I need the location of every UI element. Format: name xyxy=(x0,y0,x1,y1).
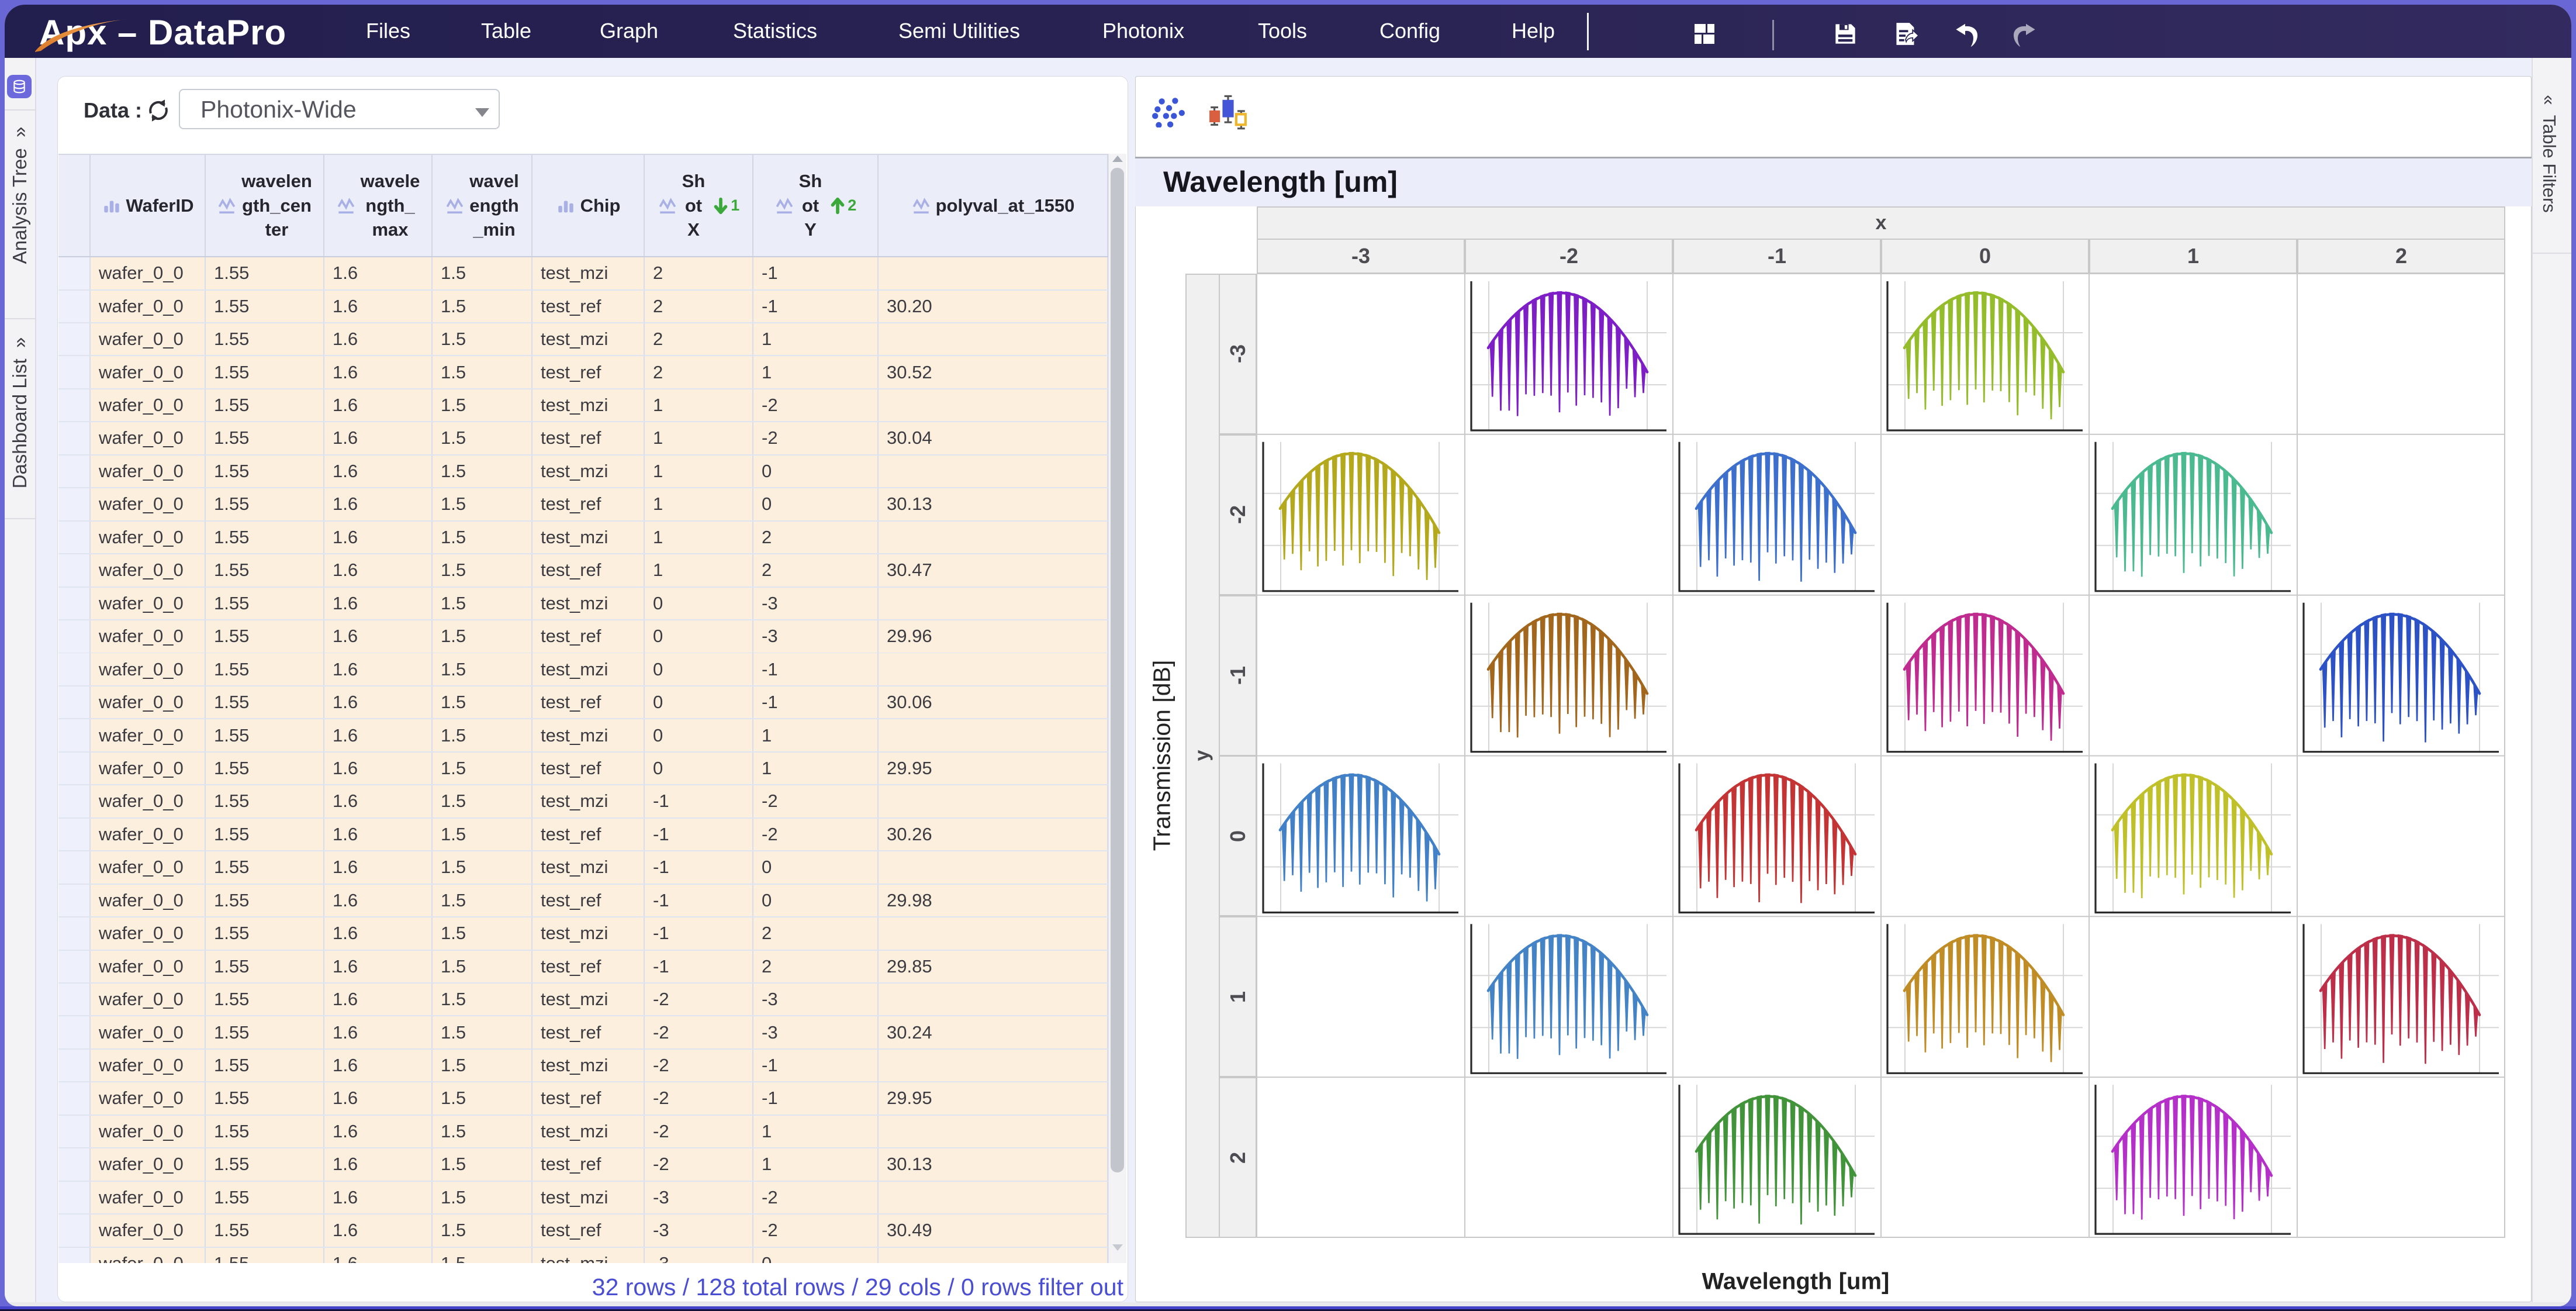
svg-text:Apx – DataPro: Apx – DataPro xyxy=(39,13,286,52)
